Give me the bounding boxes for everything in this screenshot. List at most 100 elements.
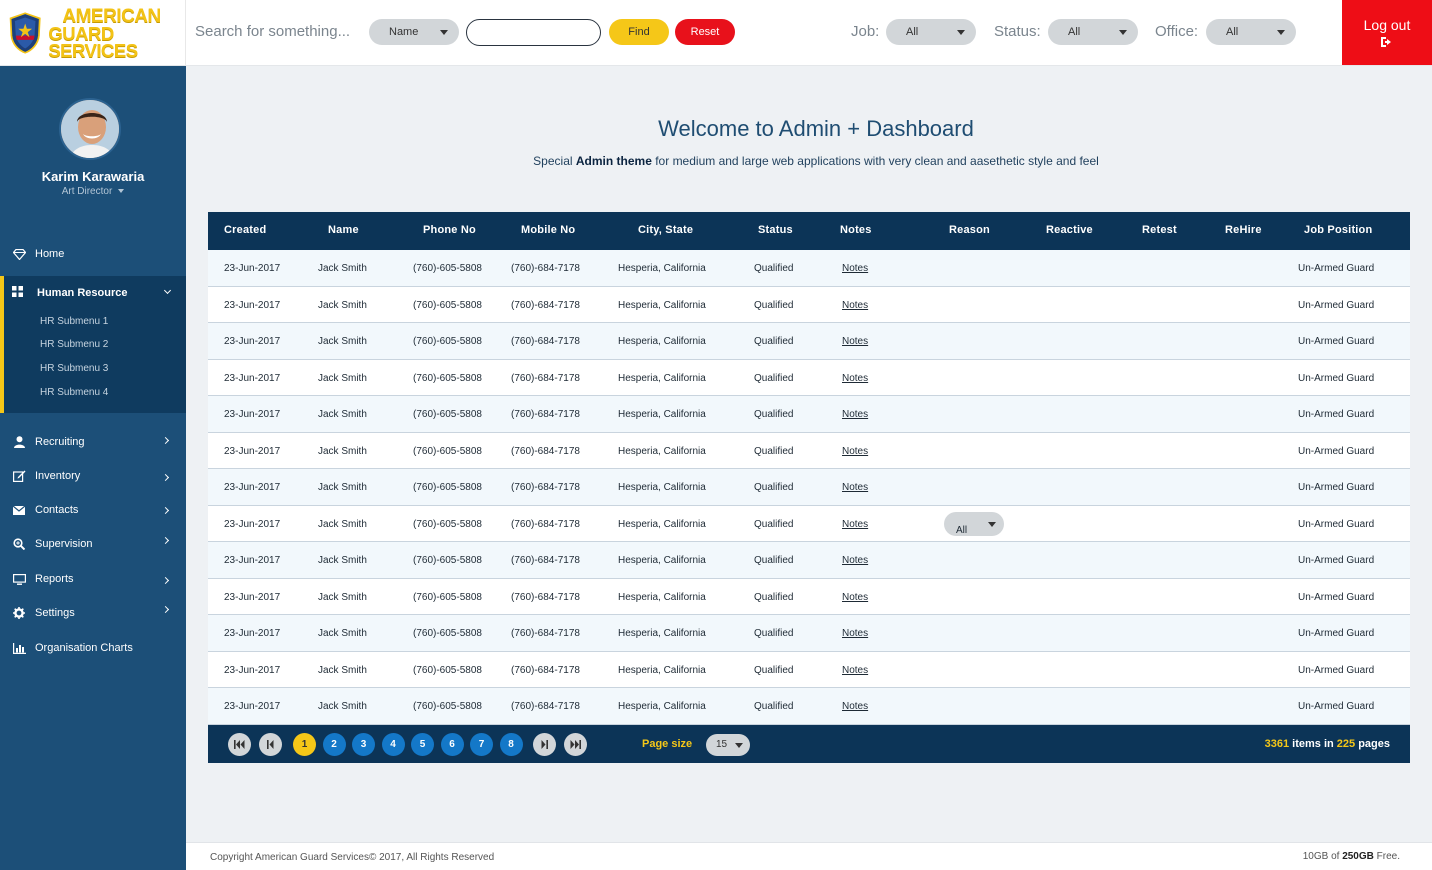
status-filter-select[interactable]: All [1048, 19, 1138, 45]
reason-select-value: All [956, 524, 968, 536]
column-header-status[interactable]: Status [758, 224, 793, 236]
sidebar-subitem-hr-1[interactable]: HR Submenu 1 [40, 316, 109, 327]
cell-status: Qualified [754, 409, 794, 420]
subtitle-pre: Special [533, 154, 576, 168]
notes-link[interactable]: Notes [842, 409, 869, 420]
column-header-rehire[interactable]: ReHire [1225, 224, 1262, 236]
table-row[interactable]: 23-Jun-2017 Jack Smith (760)-605-5808 (760)… [208, 469, 1410, 506]
notes-link[interactable]: Notes [842, 664, 869, 676]
table-row[interactable]: 23-Jun-2017 Jack Smith (760)-605-5808 (760)… [208, 615, 1410, 652]
notes-link[interactable]: Notes [842, 591, 869, 603]
column-header-retest[interactable]: Retest [1142, 224, 1177, 236]
page-size-label: Page size [642, 737, 693, 750]
page-button-4[interactable]: 4 [381, 732, 405, 756]
notes-link[interactable]: Notes [842, 701, 869, 712]
notes-link[interactable]: Notes [842, 555, 869, 566]
cell-name: Jack Smith [318, 263, 367, 274]
column-header-city-state[interactable]: City, State [638, 224, 694, 236]
table-row[interactable]: 23-Jun-2017 Jack Smith (760)-605-5808 (760)… [208, 578, 1410, 615]
avatar[interactable] [59, 98, 121, 160]
cell-phone: (760)-605-5808 [413, 299, 482, 311]
sidebar-subitem-hr-2[interactable]: HR Submenu 2 [40, 339, 109, 350]
job-filter-label: Job: [851, 23, 880, 40]
notes-link[interactable]: Notes [842, 518, 869, 530]
zoom-search-icon [12, 537, 26, 551]
cell-status: Qualified [754, 701, 794, 712]
first-page-button[interactable] [228, 732, 251, 756]
sidebar-item-settings[interactable]: Settings [0, 596, 186, 630]
table-row[interactable]: 23-Jun-2017 Jack Smith (760)-605-5808 (760)… [208, 396, 1410, 433]
last-page-icon [570, 739, 581, 749]
find-button[interactable]: Find [609, 19, 669, 45]
job-filter-select[interactable]: All [886, 19, 976, 45]
notes-link[interactable]: Notes [842, 482, 869, 493]
page-button-1[interactable]: 1 [293, 732, 316, 756]
table-row[interactable]: 23-Jun-2017 Jack Smith (760)-605-5808 (760)… [208, 505, 1410, 542]
column-header-mobile[interactable]: Mobile No [521, 224, 576, 236]
page-button-6[interactable]: 6 [440, 732, 464, 756]
sidebar-item-supervision[interactable]: Supervision [0, 527, 186, 561]
table-row[interactable]: 23-Jun-2017 Jack Smith (760)-605-5808 (760)… [208, 323, 1410, 360]
table-row[interactable]: 23-Jun-2017 Jack Smith (760)-605-5808 (760)… [208, 250, 1410, 287]
column-header-notes[interactable]: Notes [840, 224, 872, 236]
sidebar-item-recruiting[interactable]: Recruiting [0, 425, 186, 459]
cell-job-position: Un-Armed Guard [1298, 263, 1375, 274]
reason-select[interactable]: All [944, 511, 1004, 536]
table-header: Created Name Phone No Mobile No City, St… [208, 212, 1410, 250]
notes-link[interactable]: Notes [842, 372, 869, 384]
diamond-icon [12, 247, 26, 261]
cell-created: 23-Jun-2017 [224, 701, 281, 712]
cell-created: 23-Jun-2017 [224, 299, 281, 311]
column-header-job-position[interactable]: Job Position [1304, 224, 1373, 236]
column-header-reactive[interactable]: Reactive [1046, 224, 1093, 236]
notes-link[interactable]: Notes [842, 336, 869, 347]
cell-phone: (760)-605-5808 [413, 628, 482, 639]
sidebar-subitem-hr-3[interactable]: HR Submenu 3 [40, 363, 109, 374]
page-button-5[interactable]: 5 [411, 732, 434, 756]
brand-logo[interactable]: AMERICAN GUARD SERVICES [0, 0, 186, 66]
office-filter-select[interactable]: All [1206, 19, 1296, 45]
sidebar-item-human-resource[interactable]: Human Resource [4, 276, 186, 310]
page-button-2[interactable]: 2 [322, 732, 346, 756]
table-row[interactable]: 23-Jun-2017 Jack Smith (760)-605-5808 (760)… [208, 688, 1410, 725]
column-header-reason[interactable]: Reason [949, 224, 990, 236]
user-role-dropdown[interactable]: Art Director [0, 186, 186, 197]
notes-link[interactable]: Notes [842, 628, 869, 639]
search-field-select[interactable]: Name [369, 19, 459, 45]
cell-status: Qualified [754, 372, 794, 384]
search-input[interactable] [466, 19, 601, 46]
next-page-button[interactable] [533, 732, 556, 756]
page-button-3[interactable]: 3 [352, 732, 375, 756]
cell-city-state: Hesperia, California [618, 628, 706, 639]
table-row[interactable]: 23-Jun-2017 Jack Smith (760)-605-5808 (760)… [208, 359, 1410, 396]
sidebar-item-inventory[interactable]: Inventory [0, 459, 186, 493]
table-row[interactable]: 23-Jun-2017 Jack Smith (760)-605-5808 (760)… [208, 542, 1410, 579]
sidebar-item-organisation-charts[interactable]: Organisation Charts [0, 631, 186, 665]
cell-status: Qualified [754, 482, 794, 493]
column-header-name[interactable]: Name [328, 224, 359, 236]
reset-button[interactable]: Reset [675, 19, 735, 45]
column-header-created[interactable]: Created [224, 224, 267, 236]
logout-button[interactable]: Log out [1342, 0, 1432, 65]
table-row[interactable]: 23-Jun-2017 Jack Smith (760)-605-5808 (760)… [208, 651, 1410, 688]
sidebar-subitem-hr-4[interactable]: HR Submenu 4 [40, 387, 109, 398]
column-header-phone[interactable]: Phone No [423, 224, 476, 236]
table-row[interactable]: 23-Jun-2017 Jack Smith (760)-605-5808 (760)… [208, 286, 1410, 323]
cell-job-position: Un-Armed Guard [1298, 555, 1375, 566]
sidebar-item-contacts[interactable]: Contacts [0, 493, 186, 527]
sidebar-item-reports[interactable]: Reports [0, 562, 186, 596]
prev-page-button[interactable] [259, 732, 282, 756]
page-button-8[interactable]: 8 [499, 732, 523, 756]
table-row[interactable]: 23-Jun-2017 Jack Smith (760)-605-5808 (760)… [208, 432, 1410, 469]
page-button-7[interactable]: 7 [470, 732, 493, 756]
sidebar-item-home[interactable]: Home [0, 237, 186, 271]
cell-name: Jack Smith [318, 591, 367, 603]
notes-link[interactable]: Notes [842, 263, 869, 274]
edit-icon [12, 469, 26, 483]
notes-link[interactable]: Notes [842, 445, 869, 457]
notes-link[interactable]: Notes [842, 299, 869, 311]
page-size-select[interactable]: 15 [706, 733, 750, 756]
cell-created: 23-Jun-2017 [224, 336, 281, 347]
cell-status: Qualified [754, 555, 794, 566]
last-page-button[interactable] [564, 732, 587, 756]
